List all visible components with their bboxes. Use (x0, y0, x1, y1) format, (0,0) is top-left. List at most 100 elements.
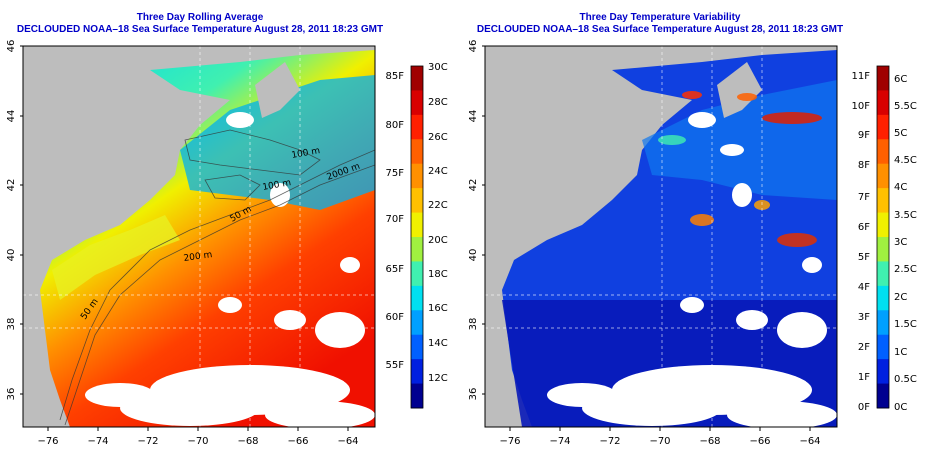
colorbar-swatch (877, 212, 889, 238)
lat-tick: 46 (468, 40, 479, 53)
colorbar-swatch (411, 261, 423, 287)
colorbar-c-label: 5C (894, 128, 907, 139)
colorbar-f-label: 7F (858, 192, 870, 203)
lat-tick: 40 (6, 249, 17, 262)
colorbar-swatch (877, 383, 889, 409)
colorbar-swatch (411, 114, 423, 140)
colorbar-c-label: 1C (894, 347, 907, 358)
colorbar-swatch (877, 310, 889, 336)
colorbar-swatch (411, 163, 423, 189)
colorbar-f-label: 3F (858, 312, 870, 323)
colorbar-swatch (411, 334, 423, 360)
colorbar-swatch (411, 188, 423, 214)
lat-tick: 36 (468, 388, 479, 401)
coastal-yellow (52, 215, 180, 300)
colorbar-c-label: 2C (894, 292, 907, 303)
lon-tick: −64 (337, 436, 358, 447)
colorbar-f-label: 55F (386, 360, 405, 371)
contour-label: 100 m (291, 146, 321, 161)
lon-tick: −76 (499, 436, 520, 447)
lat-lon-grid (23, 46, 375, 427)
colorbar-swatch (877, 285, 889, 311)
right-title-line2: DECLOUDED NOAA–18 Sea Surface Temperatur… (476, 24, 844, 35)
lat-tick: 44 (468, 110, 479, 123)
lon-tick: −66 (287, 436, 308, 447)
map-frame (22, 45, 376, 428)
sst-variability-map-panel: 36 38 40 42 44 46 −76 −74 −72 −70 −68 −6… (468, 40, 917, 447)
lat-tick: 38 (468, 318, 479, 331)
colorbar-swatch (877, 66, 889, 91)
lon-tick: −72 (599, 436, 620, 447)
colorbar-f-label: 9F (858, 130, 870, 141)
contour-label: 200 m (183, 250, 213, 264)
bathymetry-contours (59, 129, 375, 426)
colorbar-c-label: 12C (428, 373, 448, 384)
colorbar-swatch (411, 285, 423, 311)
colorbar-c-label: 1.5C (894, 319, 917, 330)
lat-tick: 42 (6, 179, 17, 192)
colorbar-c-label: 14C (428, 338, 448, 349)
colorbar-c-label: 6C (894, 74, 907, 85)
colorbar-c-label: 0.5C (894, 374, 917, 385)
colorbar-c-label: 20C (428, 235, 448, 246)
lat-tick: 38 (6, 318, 17, 331)
map-frame (484, 45, 838, 428)
lon-tick: −72 (137, 436, 158, 447)
lat-tick: 42 (468, 179, 479, 192)
variability-colorbar: 11F 10F 9F 8F 7F 6F 5F 4F 3F 2F 1F 0F 6C… (852, 65, 917, 413)
lon-tick: −74 (87, 436, 108, 447)
colorbar-f-label: 6F (858, 222, 870, 233)
colorbar-f-label: 85F (386, 71, 405, 82)
latitude-axis: 36 38 40 42 44 46 (6, 40, 23, 401)
colorbar-swatch (411, 310, 423, 336)
sst-colorbar: 85F 80F 75F 70F 65F 60F 55F 30C 28C 26C … (386, 62, 448, 409)
longitude-axis: −76 −74 −72 −70 −68 −66 −64 (37, 427, 359, 447)
latitude-axis: 36 38 40 42 44 46 (468, 40, 485, 401)
high-variability-spots (658, 91, 822, 247)
colorbar-c-label: 2.5C (894, 264, 917, 275)
colorbar-swatch (411, 212, 423, 238)
lon-tick: −64 (799, 436, 820, 447)
lat-tick: 40 (468, 249, 479, 262)
lon-tick: −68 (237, 436, 258, 447)
colorbar-swatch (411, 237, 423, 262)
colorbar-swatch (877, 114, 889, 140)
lon-tick: −70 (649, 436, 670, 447)
lon-tick: −74 (549, 436, 570, 447)
lon-tick: −66 (749, 436, 770, 447)
colorbar-c-label: 22C (428, 200, 448, 211)
colorbar-f-label: 2F (858, 342, 870, 353)
lon-tick: −70 (187, 436, 208, 447)
lon-tick: −76 (37, 436, 58, 447)
colorbar-c-label: 30C (428, 62, 448, 73)
colorbar-swatch (877, 90, 889, 116)
colorbar-f-label: 60F (386, 312, 405, 323)
colorbar-f-label: 10F (852, 101, 871, 112)
colorbar-f-label: 80F (386, 120, 405, 131)
colorbar-c-label: 18C (428, 269, 448, 280)
lat-lon-grid (485, 46, 837, 427)
colorbar-f-label: 5F (858, 252, 870, 263)
lat-tick: 44 (6, 110, 17, 123)
colorbar-swatch (877, 359, 889, 385)
left-title-line2: DECLOUDED NOAA–18 Sea Surface Temperatur… (16, 24, 384, 35)
right-title-line1: Three Day Temperature Variability (579, 12, 741, 23)
colorbar-swatch (411, 90, 423, 116)
colorbar-swatch (411, 359, 423, 385)
colorbar-swatch (877, 163, 889, 189)
lat-tick: 46 (6, 40, 17, 53)
colorbar-c-label: 3C (894, 237, 907, 248)
colorbar-c-label: 28C (428, 97, 448, 108)
colorbar-swatch (877, 188, 889, 214)
lat-tick: 36 (6, 388, 17, 401)
lon-tick: −68 (699, 436, 720, 447)
colorbar-swatch (411, 383, 423, 409)
colorbar-swatch (877, 334, 889, 360)
colorbar-c-label: 3.5C (894, 210, 917, 221)
colorbar-f-label: 65F (386, 264, 405, 275)
colorbar-c-label: 5.5C (894, 101, 917, 112)
longitude-axis: −76 −74 −72 −70 −68 −66 −64 (499, 427, 821, 447)
left-title-line1: Three Day Rolling Average (136, 12, 264, 23)
colorbar-f-label: 70F (386, 214, 405, 225)
cape-cod-land (255, 62, 300, 118)
